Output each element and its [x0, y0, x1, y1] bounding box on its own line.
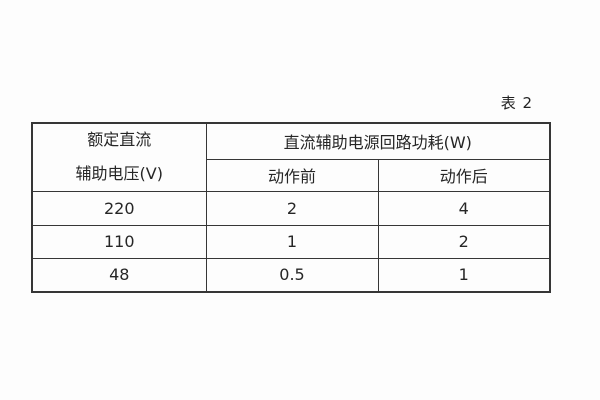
header-cell-rated-voltage: 额定直流 辅助电压(V) — [31, 122, 207, 192]
cell-voltage: 48 — [31, 257, 207, 293]
subheader-cell-after-action: 动作后 — [377, 158, 551, 192]
header-row-1: 额定直流 辅助电压(V) 直流辅助电源回路功耗(W) — [31, 122, 551, 192]
cell-voltage: 110 — [31, 224, 207, 259]
table-row: 220 2 4 — [31, 190, 551, 226]
subheader-cell-before-action: 动作前 — [205, 158, 379, 192]
table-caption: 表 2 — [500, 94, 533, 112]
rated-voltage-label-line2: 辅助电压(V) — [75, 164, 163, 184]
table-row: 48 0.5 1 — [31, 257, 551, 293]
cell-before-action: 1 — [205, 224, 379, 259]
cell-after-action: 2 — [377, 224, 551, 259]
cell-voltage: 220 — [31, 190, 207, 226]
power-consumption-table: 额定直流 辅助电压(V) 直流辅助电源回路功耗(W) 动作前 动作后 220 2… — [31, 122, 551, 293]
cell-after-action: 1 — [377, 257, 551, 293]
rated-voltage-label-line1: 额定直流 — [87, 130, 152, 150]
cell-after-action: 4 — [377, 190, 551, 226]
cell-before-action: 2 — [205, 190, 379, 226]
table-row: 110 1 2 — [31, 224, 551, 259]
header-cell-power-consumption: 直流辅助电源回路功耗(W) — [205, 122, 551, 160]
cell-before-action: 0.5 — [205, 257, 379, 293]
header-row-2: 动作前 动作后 — [32, 158, 551, 192]
